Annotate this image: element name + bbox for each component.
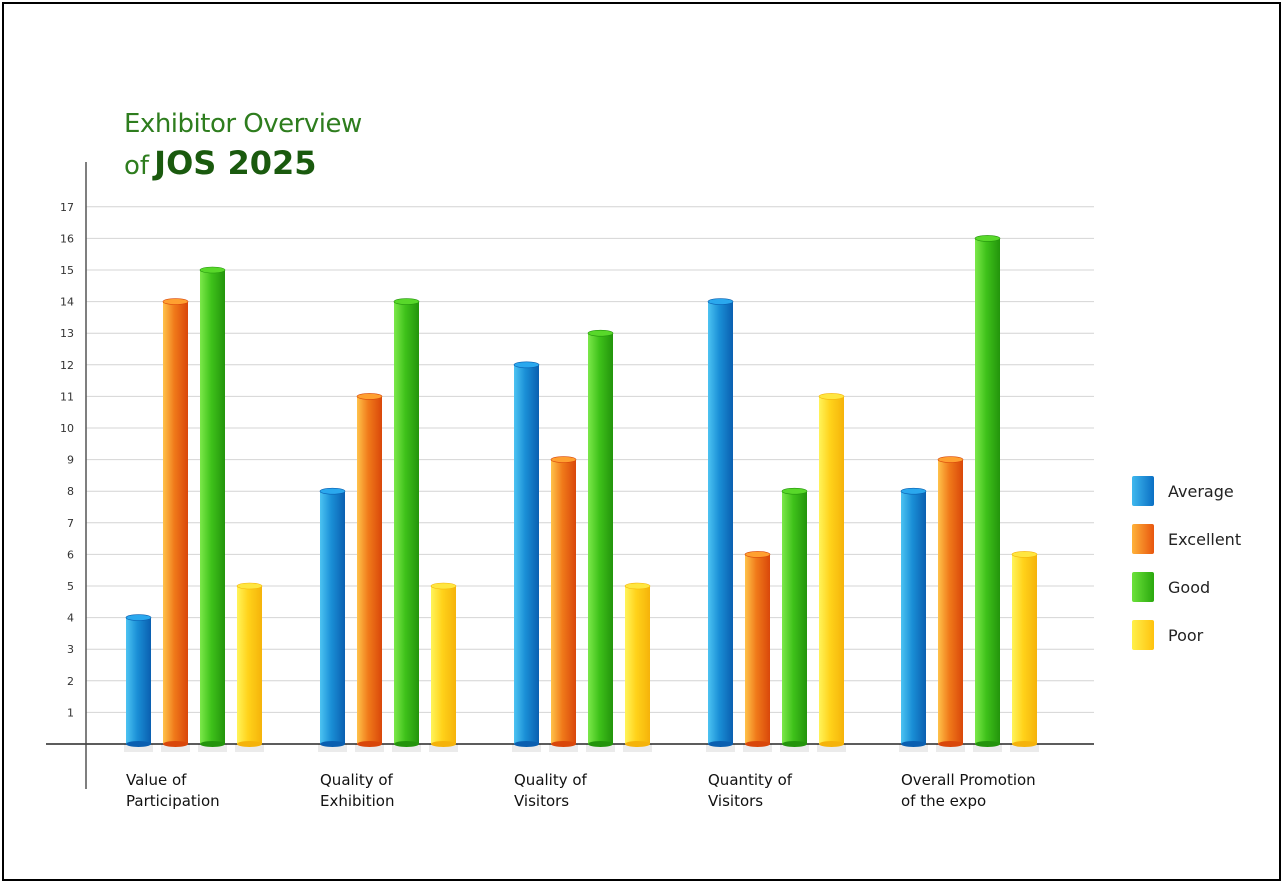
y-tick-label: 11 bbox=[60, 390, 74, 403]
y-tick-label: 2 bbox=[67, 675, 74, 688]
bar-excellent-0 bbox=[161, 298, 190, 752]
chart-title-bold: JOS 2025 bbox=[154, 144, 317, 182]
bar-good-0 bbox=[198, 266, 227, 752]
y-tick-label: 16 bbox=[60, 232, 74, 245]
x-category-label-line: Exhibition bbox=[320, 792, 395, 810]
bar-poor-2 bbox=[623, 582, 652, 752]
x-category-label: Overall Promotion of the expo bbox=[901, 770, 1036, 812]
y-tick-label: 8 bbox=[67, 485, 74, 498]
bar-poor-4 bbox=[1010, 551, 1039, 752]
y-tick-label: 6 bbox=[67, 548, 74, 561]
x-category-label: Quality of Visitors bbox=[514, 770, 587, 812]
bar-average-2 bbox=[512, 361, 541, 752]
legend-item-good: Good bbox=[1132, 572, 1241, 602]
bar-poor-0 bbox=[235, 582, 264, 752]
y-tick-label: 12 bbox=[60, 359, 74, 372]
y-tick-label: 17 bbox=[60, 201, 74, 214]
bar-excellent-3 bbox=[743, 551, 772, 752]
y-tick-label: 1 bbox=[67, 706, 74, 719]
legend-label-good: Good bbox=[1168, 577, 1211, 597]
y-tick-label: 15 bbox=[60, 264, 74, 277]
x-category-label-line: Visitors bbox=[708, 792, 764, 810]
legend: Average Excellent Good Poor bbox=[1132, 476, 1241, 668]
bar-good-1 bbox=[392, 298, 421, 752]
legend-item-average: Average bbox=[1132, 476, 1241, 506]
y-tick-label: 4 bbox=[67, 612, 74, 625]
bar-excellent-4 bbox=[936, 456, 965, 752]
bar-good-3 bbox=[780, 487, 809, 752]
bar-average-0 bbox=[124, 614, 153, 752]
legend-swatch-excellent bbox=[1132, 524, 1154, 554]
legend-label-poor: Poor bbox=[1168, 625, 1204, 645]
y-tick-label: 10 bbox=[60, 422, 74, 435]
y-tick-label: 7 bbox=[67, 517, 74, 530]
x-category-label-line: Quality of bbox=[514, 771, 587, 789]
legend-label-excellent: Excellent bbox=[1168, 529, 1242, 549]
x-category-label: Quantity of Visitors bbox=[708, 770, 792, 812]
chart-title-line1: Exhibitor Overview bbox=[124, 109, 362, 139]
x-category-label-line: Participation bbox=[126, 792, 220, 810]
bar-average-3 bbox=[706, 298, 735, 752]
chart-title-prefix: of bbox=[124, 151, 150, 181]
bar-good-4 bbox=[973, 235, 1002, 752]
x-category-label-line: Quality of bbox=[320, 771, 393, 789]
y-tick-label: 13 bbox=[60, 327, 74, 340]
x-category-label-line: Quantity of bbox=[708, 771, 793, 789]
legend-swatch-average bbox=[1132, 476, 1154, 506]
bar-poor-1 bbox=[429, 582, 458, 752]
y-tick-label: 9 bbox=[67, 454, 74, 467]
legend-swatch-good bbox=[1132, 572, 1154, 602]
bar-poor-3 bbox=[817, 393, 846, 752]
bar-good-2 bbox=[586, 329, 615, 752]
bar-excellent-1 bbox=[355, 393, 384, 752]
x-category-label-line: of the expo bbox=[901, 792, 987, 810]
legend-item-poor: Poor bbox=[1132, 620, 1241, 650]
y-tick-label: 3 bbox=[67, 643, 74, 656]
x-category-label: Value of Participation bbox=[126, 770, 220, 812]
legend-item-excellent: Excellent bbox=[1132, 524, 1241, 554]
y-tick-label: 5 bbox=[67, 580, 74, 593]
bar-average-4 bbox=[899, 487, 928, 752]
x-category-label-line: Value of bbox=[126, 771, 187, 789]
chart-title-line2: of JOS 2025 bbox=[124, 144, 317, 182]
bar-average-1 bbox=[318, 487, 347, 752]
x-category-label-line: Overall Promotion bbox=[901, 771, 1036, 789]
x-category-label: Quality of Exhibition bbox=[320, 770, 394, 812]
bar-excellent-2 bbox=[549, 456, 578, 752]
y-tick-label: 14 bbox=[60, 296, 74, 309]
x-category-label-line: Visitors bbox=[514, 792, 570, 810]
legend-label-average: Average bbox=[1168, 481, 1234, 501]
legend-swatch-poor bbox=[1132, 620, 1154, 650]
